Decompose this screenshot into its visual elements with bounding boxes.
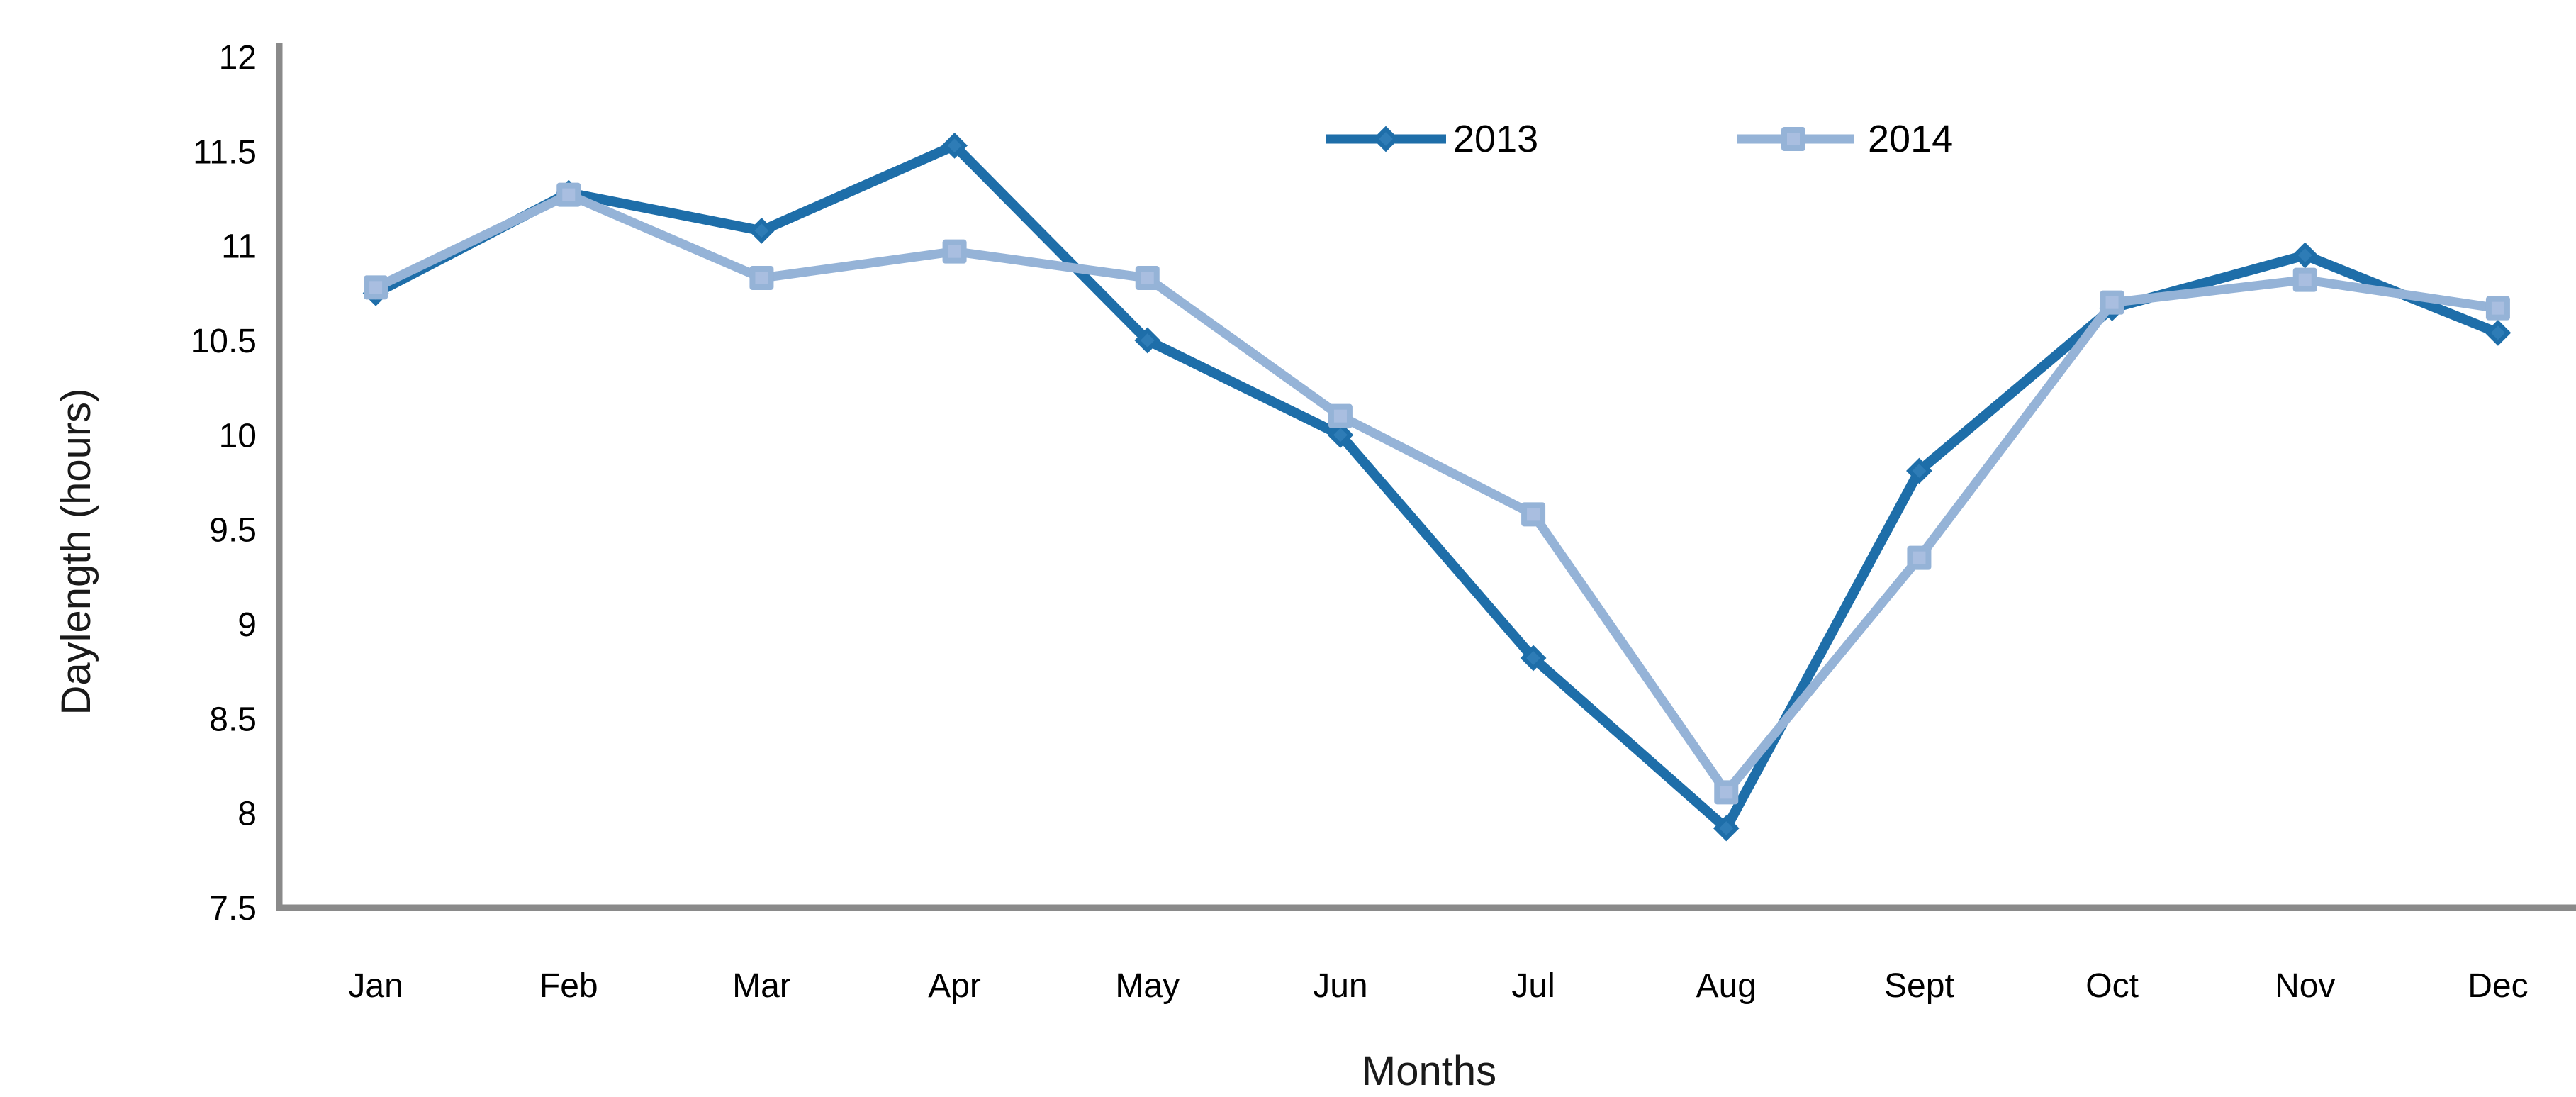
legend-2014-label: 2014 — [1868, 118, 1953, 160]
x-tick-label: Jul — [1511, 967, 1555, 1005]
x-tick-label: Jun — [1313, 967, 1367, 1005]
y-tick-label: 12 — [219, 39, 257, 77]
series-2014-marker-inner — [1720, 786, 1733, 799]
series-2013-marker-inner — [1912, 464, 1927, 478]
y-tick-label: 10 — [219, 417, 257, 455]
series-2013-marker-inner — [1526, 651, 1540, 665]
series-2014-line — [371, 190, 2503, 797]
x-tick-label: Oct — [2085, 967, 2139, 1005]
series-2014-marker-inner — [1333, 409, 1347, 423]
series-2014-marker-inner — [2105, 296, 2119, 309]
series-2014-marker-inner — [2491, 301, 2504, 315]
series-2014-marker-inner — [1787, 133, 1800, 145]
x-tick-label: Dec — [2468, 967, 2528, 1005]
series-2013-marker-inner — [1719, 821, 1734, 835]
x-tick-label: Nov — [2275, 967, 2335, 1005]
series-2014-marker-inner — [2298, 273, 2312, 286]
x-tick-label: Jan — [348, 967, 403, 1005]
series-2013-marker-inner — [1379, 132, 1393, 146]
y-tick-label: 10.5 — [191, 323, 257, 360]
series-2014-marker-inner — [755, 272, 768, 284]
y-tick-label: 7.5 — [209, 890, 257, 928]
series-2014-marker-inner — [562, 188, 576, 201]
series-2014-marker-inner — [1913, 551, 1926, 564]
legend-2013-label: 2013 — [1453, 118, 1538, 160]
daylength-line-chart: Daylength (hours) 7.5 8 8.5 9 9.5 10 10.5 11 11.… — [28, 11, 2576, 1097]
series-2014-marker-inner — [1141, 272, 1154, 284]
x-tick-label: Sept — [1884, 967, 1954, 1005]
y-tick-label: 8 — [237, 796, 257, 833]
series-2013-marker-inner — [754, 223, 769, 238]
y-tick-label: 9.5 — [209, 512, 257, 550]
y-tick-label: 9 — [237, 606, 257, 644]
x-tick-label: Feb — [539, 967, 598, 1005]
x-tick-label: May — [1115, 967, 1180, 1005]
chart-plot-area: 7.5 8 8.5 9 9.5 10 10.5 11 11.5 12 Jan Feb Mar Apr May… — [191, 39, 2576, 1005]
series-2014-marker-inner — [1527, 508, 1540, 521]
series-2013-marker-inner — [1140, 333, 1155, 347]
y-tick-label: 8.5 — [209, 701, 257, 738]
series-2013-marker-inner — [947, 138, 962, 153]
x-axis-title: Months — [1361, 1048, 1497, 1094]
y-tick-label: 11 — [221, 228, 257, 266]
x-tick-label: Aug — [1696, 967, 1757, 1005]
series-2013-marker-inner — [1333, 428, 1348, 442]
x-tick-label: Mar — [732, 967, 791, 1005]
series-2014-marker-inner — [948, 245, 961, 258]
series-2013-marker-inner — [2297, 248, 2312, 262]
series-2014-marker-inner — [369, 281, 383, 294]
y-tick-label: 11.5 — [193, 133, 257, 171]
x-tick-label: Apr — [928, 967, 981, 1005]
series-2013-marker-inner — [2491, 325, 2505, 340]
